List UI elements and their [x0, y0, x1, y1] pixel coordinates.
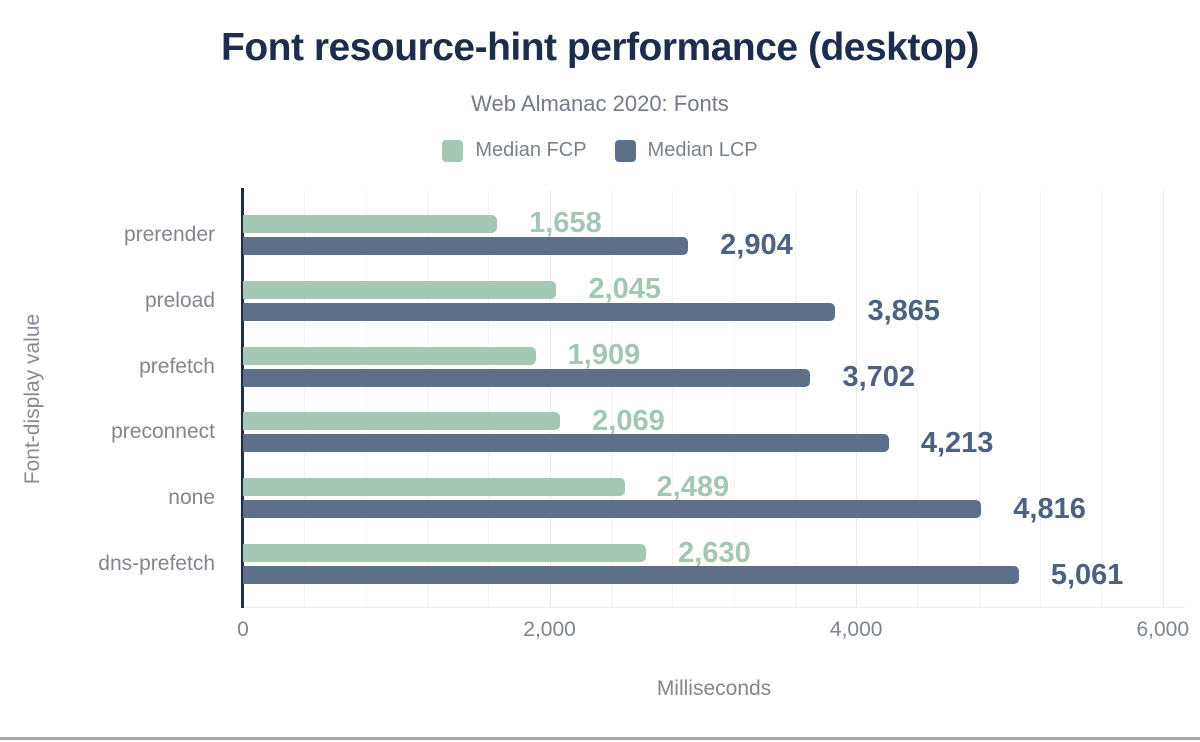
bar-row: 3,702: [243, 361, 1185, 393]
gridline: [426, 190, 428, 608]
bar-row: 2,069: [243, 405, 1185, 437]
lcp-bar-none: [243, 500, 982, 519]
category-label-preload: preload: [144, 288, 215, 312]
gridline: [488, 190, 490, 608]
fcp-bar-preconnect: [243, 412, 561, 431]
fcp-bar-dns-prefetch: [243, 544, 647, 563]
x-tick-label-6000: 6,000: [1136, 618, 1190, 641]
category-axis-labels: prerender preload prefetch preconnect none dn…: [0, 202, 228, 597]
y-axis-line: [241, 188, 244, 608]
bar-row: 2,045: [243, 273, 1185, 305]
lcp-value-label: 2,904: [720, 229, 793, 262]
category-label-none: none: [168, 486, 215, 510]
gridline: [1040, 190, 1042, 608]
x-axis-baseline: [243, 607, 1185, 608]
fcp-value-label: 1,658: [529, 207, 602, 240]
category-label-prerender: prerender: [123, 222, 215, 246]
gridline: [917, 190, 919, 608]
gridline: [978, 190, 980, 608]
gridline: [1101, 190, 1103, 608]
legend-item-lcp: Median LCP: [614, 139, 758, 162]
lcp-value-label: 3,702: [842, 361, 916, 394]
lcp-bar-prefetch: [243, 368, 811, 387]
lcp-value-label: 4,213: [920, 426, 994, 459]
gridline: [856, 190, 858, 608]
gridline: [610, 190, 612, 608]
legend-label: Median FCP: [475, 139, 587, 161]
gridline: [365, 190, 367, 608]
bar-row: 4,213: [243, 427, 1185, 459]
legend-item-fcp: Median FCP: [442, 139, 587, 162]
x-tick-label-0: 0: [237, 618, 249, 641]
fcp-value-label: 2,489: [656, 470, 730, 503]
gridline: [549, 190, 551, 608]
lcp-value-label: 4,816: [1013, 492, 1086, 525]
fcp-bar-prefetch: [243, 346, 536, 365]
lcp-bar-preload: [243, 302, 836, 321]
bar-row: 1,658: [243, 207, 1185, 239]
category-label-prefetch: prefetch: [139, 354, 215, 378]
bar-group-preload: 2,045 3,865: [243, 268, 1185, 334]
lcp-bar-preconnect: [243, 434, 889, 453]
gridline: [304, 190, 306, 608]
bar-group-dns-prefetch: 2,630 5,061: [243, 531, 1185, 597]
lcp-bar-dns-prefetch: [243, 566, 1019, 585]
lcp-value-label: 3,865: [867, 295, 941, 328]
bar-row: 2,489: [243, 471, 1185, 503]
bar-row: 1,909: [243, 339, 1185, 371]
gridline: [794, 190, 796, 608]
gridline: [672, 190, 674, 608]
lcp-value-label: 5,061: [1050, 558, 1124, 591]
x-tick-label-2000: 2,000: [523, 618, 576, 641]
category-label-preconnect: preconnect: [111, 420, 215, 444]
bar-row: 5,061: [243, 559, 1185, 591]
legend-swatch-icon: [614, 139, 636, 162]
bar-row: 4,816: [243, 493, 1185, 525]
bar-row: 2,630: [243, 537, 1185, 569]
bar-groups: 1,658 2,904 2,045 3,865 1,909 3,702 2,069 4,213…: [243, 202, 1185, 597]
fcp-bar-preload: [243, 280, 557, 299]
bar-group-preconnect: 2,069 4,213: [243, 399, 1185, 465]
gridline: [1162, 190, 1164, 608]
x-tick-label-4000: 4,000: [829, 618, 883, 641]
bar-row: 2,904: [243, 229, 1185, 261]
chart-subtitle: Web Almanac 2020: Fonts: [471, 91, 729, 116]
legend-label: Median LCP: [647, 139, 758, 161]
fcp-bar-none: [243, 478, 625, 497]
category-label-dns-prefetch: dns-prefetch: [98, 552, 215, 576]
fcp-value-label: 1,909: [567, 339, 641, 372]
bottom-border-line: [0, 737, 1200, 740]
x-axis-title: Milliseconds: [656, 677, 772, 700]
chart-title: Font resource-hint performance (desktop): [221, 26, 979, 69]
fcp-value-label: 2,630: [678, 536, 751, 569]
bar-group-none: 2,489 4,816: [243, 465, 1185, 531]
legend-swatch-icon: [442, 139, 464, 162]
legend: Median FCP Median LCP: [0, 139, 1200, 162]
plot-area: 1,658 2,904 2,045 3,865 1,909 3,702 2,069 4,213…: [241, 188, 1185, 608]
bar-group-prefetch: 1,909 3,702: [243, 334, 1185, 400]
fcp-value-label: 2,069: [592, 404, 665, 437]
fcp-bar-prerender: [243, 214, 498, 233]
bar-row: 3,865: [243, 295, 1185, 327]
bar-group-prerender: 1,658 2,904: [243, 202, 1185, 268]
fcp-value-label: 2,045: [588, 273, 662, 306]
lcp-bar-prerender: [243, 236, 689, 255]
gridline: [733, 190, 735, 608]
